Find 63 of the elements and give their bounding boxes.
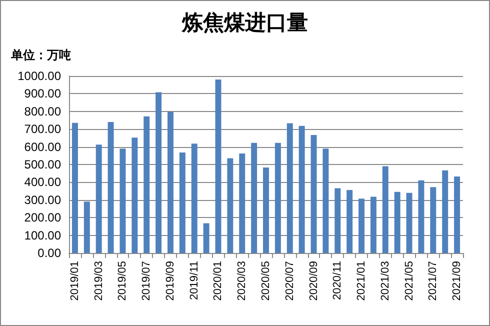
- bar: [132, 138, 138, 253]
- x-tick-label: 2020/09: [308, 261, 320, 301]
- bar: [239, 154, 246, 253]
- chart-title: 炼焦煤进口量: [181, 10, 308, 34]
- y-tick-label: 700.00: [24, 122, 62, 136]
- bar: [179, 152, 186, 253]
- x-tick-label: 2019/01: [68, 261, 81, 301]
- x-tick-label: 2021/09: [451, 261, 464, 301]
- x-tick-label: 2019/09: [164, 261, 176, 301]
- y-tick-label: 300.00: [24, 192, 62, 207]
- x-tick-label: 2020/03: [236, 261, 248, 301]
- bar: [346, 190, 353, 253]
- bar: [286, 123, 293, 253]
- bar: [430, 187, 436, 253]
- x-tick-label: 2019/05: [116, 261, 129, 301]
- bar: [156, 92, 162, 253]
- bar: [310, 134, 317, 253]
- x-tick-label: 2021/07: [427, 261, 440, 301]
- bar: [215, 80, 222, 253]
- bar: [144, 116, 150, 253]
- bar: [72, 122, 78, 253]
- y-tick-label: 400.00: [24, 175, 62, 190]
- bar: [191, 144, 198, 253]
- bar: [251, 142, 258, 253]
- x-tick-label: 2020/01: [212, 261, 224, 301]
- bar: [227, 158, 234, 253]
- bar: [394, 192, 400, 253]
- bar: [358, 198, 364, 253]
- bar: [382, 166, 388, 253]
- x-tick-label: 2020/11: [332, 261, 344, 300]
- y-tick-label: 0.00: [38, 246, 62, 260]
- x-tick-label: 2021/01: [356, 261, 368, 301]
- y-tick-label: 200.00: [24, 210, 62, 225]
- bar: [334, 188, 341, 253]
- y-tick-label: 1000.00: [18, 69, 62, 83]
- y-tick-label: 100.00: [24, 228, 62, 242]
- x-tick-label: 2020/07: [284, 261, 296, 301]
- y-tick-label: 800.00: [24, 104, 62, 118]
- bar: [454, 176, 460, 253]
- bar: [203, 223, 210, 253]
- bar: [322, 148, 329, 253]
- bar: [442, 170, 448, 253]
- x-tick-label: 2021/05: [403, 261, 416, 301]
- x-tick-label: 2019/07: [140, 261, 153, 301]
- bar: [274, 142, 281, 253]
- bar: [84, 202, 90, 253]
- bar: [406, 192, 412, 253]
- x-tick-label: 2019/03: [92, 261, 105, 301]
- bar: [418, 180, 424, 253]
- x-tick-label: 2020/05: [260, 261, 272, 301]
- bar: [298, 126, 305, 253]
- bar: [96, 144, 102, 253]
- y-tick-label: 500.00: [24, 158, 62, 172]
- x-tick-label: 2021/03: [379, 261, 392, 301]
- bar: [370, 196, 376, 253]
- bar: [168, 112, 174, 253]
- bar: [108, 122, 114, 253]
- y-axis-title: 单位：万吨: [10, 48, 71, 62]
- bar: [120, 148, 126, 253]
- y-tick-label: 600.00: [24, 140, 62, 154]
- y-tick-label: 900.00: [24, 86, 62, 101]
- bar: [263, 168, 269, 253]
- x-tick-label: 2019/11: [188, 261, 200, 300]
